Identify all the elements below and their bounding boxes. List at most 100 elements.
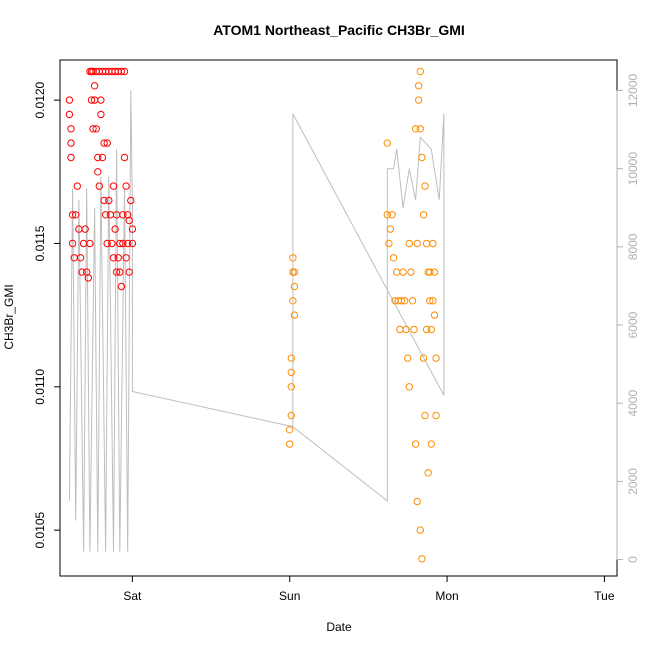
data-point [287, 354, 295, 362]
data-point [418, 153, 426, 162]
data-point [418, 555, 426, 563]
data-point [411, 125, 420, 133]
data-point [109, 254, 118, 262]
data-point [90, 82, 99, 90]
data-point [124, 239, 132, 248]
y-tick-label: 0.0120 [33, 81, 47, 118]
data-point [94, 168, 102, 176]
data-point [400, 297, 409, 305]
data-point [419, 211, 428, 219]
axes-layer: Sat Sun Mon Tue 0.0105 0.0110 0.0115 0.0120 0 200… [33, 73, 640, 603]
y2-tick-label: 12000 [626, 73, 640, 107]
data-point [426, 268, 434, 276]
chart-title: ATOM1 Northeast_Pacific CH3Br_GMI [213, 22, 465, 38]
data-point [67, 125, 75, 133]
data-point [86, 239, 94, 248]
data-point [117, 67, 126, 76]
data-point [128, 239, 137, 248]
data-point [421, 182, 429, 190]
data-point [389, 254, 398, 262]
y-axis-label: CH3Br_GMI [2, 284, 16, 349]
data-point [422, 325, 431, 334]
data-point [100, 139, 108, 147]
data-point [286, 440, 294, 448]
altitude-line-layer [68, 90, 445, 552]
x-tick-label: Sun [279, 589, 300, 603]
data-point [399, 268, 407, 276]
data-point [65, 96, 74, 104]
data-point [114, 254, 122, 262]
data-point [67, 139, 75, 147]
data-point [97, 96, 105, 104]
data-point [122, 254, 130, 262]
data-point [72, 211, 80, 219]
data-point [78, 268, 86, 276]
data-point [430, 268, 439, 276]
y-tick-label: 0.0110 [33, 369, 47, 405]
data-point [289, 297, 297, 305]
data-point [430, 311, 439, 319]
data-point [122, 182, 130, 190]
x-tick-label: Tue [594, 589, 615, 603]
data-point [408, 297, 417, 305]
data-point [84, 274, 93, 282]
data-point [116, 239, 124, 248]
data-point [396, 325, 404, 334]
data-point [87, 96, 96, 104]
data-point [416, 67, 424, 76]
y2-tick-label: 0 [626, 556, 640, 563]
data-point [287, 383, 295, 391]
y2-tick-label: 2000 [626, 468, 640, 495]
data-point [411, 440, 420, 448]
data-point [97, 110, 105, 119]
data-point [424, 469, 432, 477]
data-point [416, 125, 424, 133]
data-point [413, 239, 421, 248]
data-point [289, 254, 297, 262]
data-point [117, 282, 126, 291]
data-point [95, 182, 104, 190]
y2-tick-label: 6000 [626, 311, 640, 338]
data-point [94, 153, 102, 162]
data-point [429, 239, 437, 248]
data-point [432, 411, 440, 420]
data-point [92, 125, 100, 133]
data-point [286, 426, 294, 434]
data-point [405, 239, 413, 248]
data-point [111, 225, 119, 233]
data-point [421, 411, 429, 420]
data-point [290, 311, 299, 319]
y-tick-label: 0.0105 [33, 511, 47, 548]
data-point [76, 254, 85, 262]
y-tick-label: 0.0115 [33, 225, 47, 261]
data-point [410, 325, 418, 334]
data-point [422, 239, 431, 248]
y2-tick-label: 8000 [626, 233, 640, 260]
data-point [125, 268, 133, 276]
data-point [105, 196, 113, 205]
x-tick-label: Sat [123, 589, 142, 603]
data-point [383, 211, 391, 219]
data-point [397, 297, 406, 305]
data-point [120, 153, 129, 162]
data-point [101, 211, 110, 219]
data-point [416, 526, 424, 534]
data-point [116, 268, 124, 276]
data-point [407, 268, 415, 276]
data-point [112, 268, 121, 276]
data-point [127, 196, 135, 205]
data-point [383, 139, 391, 147]
data-point [125, 216, 133, 225]
data-point [68, 239, 77, 248]
data-point [427, 440, 435, 448]
data-point [419, 354, 428, 362]
data-point [427, 325, 435, 334]
data-points-layer [65, 67, 440, 563]
data-point [103, 239, 111, 248]
data-point [119, 211, 127, 219]
data-point [100, 196, 108, 205]
data-point [405, 383, 413, 391]
data-point [120, 67, 129, 76]
data-point [393, 268, 401, 276]
